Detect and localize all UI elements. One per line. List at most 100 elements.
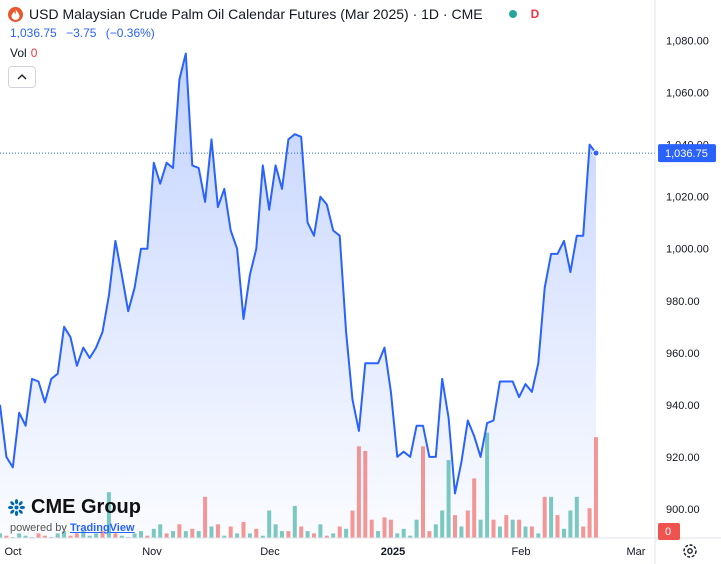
volume-bar: [574, 496, 579, 539]
volume-bar: [4, 535, 9, 538]
last-price-label-bg: [658, 144, 716, 163]
last-price: 1,036.75: [10, 26, 57, 40]
volume-bar: [62, 531, 67, 538]
volume-bar: [478, 519, 483, 538]
volume-bar: [581, 526, 586, 538]
price-values: 1,036.75 −3.75 (−0.36%): [10, 26, 539, 40]
volume-bar: [414, 519, 419, 538]
y-tick-label: 960.00: [666, 348, 700, 360]
volume-bar: [472, 478, 477, 538]
volume-bar: [23, 535, 28, 538]
title-row: USD Malaysian Crude Palm Oil Calendar Fu…: [8, 6, 539, 22]
volume-axis-label: 0: [665, 526, 671, 538]
legend: USD Malaysian Crude Palm Oil Calendar Fu…: [8, 6, 539, 88]
volume-bar: [542, 496, 547, 539]
volume-bar: [408, 535, 413, 538]
volume-bar: [228, 526, 233, 538]
logo-main: CME Group: [8, 496, 141, 519]
volume-bar: [158, 524, 163, 539]
volume-bar: [453, 515, 457, 538]
volume-bar: [299, 526, 304, 538]
volume-bar: [139, 531, 143, 538]
powered-by-label: powered by: [10, 522, 67, 534]
volume-bar: [382, 517, 387, 538]
volume-bar: [183, 531, 188, 538]
volume-bar: [440, 510, 445, 538]
volume-bar: [280, 531, 284, 538]
last-point-marker: [592, 149, 600, 157]
collapse-legend-button[interactable]: [8, 66, 36, 88]
volume-bar: [318, 524, 323, 539]
volume-bar: [587, 508, 592, 538]
volume-bar: [497, 526, 502, 538]
volume-bar: [267, 510, 272, 538]
volume-bar: [260, 535, 265, 538]
volume-bar: [562, 528, 566, 538]
gear-icon[interactable]: [682, 543, 698, 559]
volume-value: 0: [30, 46, 38, 60]
volume-bar: [209, 526, 214, 538]
volume-bar: [235, 533, 240, 538]
market-status-dot[interactable]: [508, 10, 517, 18]
volume-bar: [113, 533, 118, 538]
volume-bar: [536, 533, 541, 538]
volume-bar: [485, 432, 490, 538]
volume-bar: [555, 515, 560, 538]
price-series-line: [0, 52, 597, 495]
volume-bar: [510, 519, 515, 538]
volume-bar: [517, 519, 522, 538]
volume-bar: [36, 533, 41, 538]
powered-by: powered by TradingView: [10, 522, 141, 534]
volume-bar: [344, 528, 349, 538]
volume-bar: [421, 446, 425, 538]
volume-bar: [215, 524, 220, 539]
volume-bar: [190, 528, 195, 538]
volume-bars: [0, 432, 598, 539]
volume-bar: [433, 524, 438, 539]
volume-bar: [350, 510, 355, 538]
volume-bar: [119, 535, 124, 538]
volume-bar: [94, 533, 99, 538]
volume-bar: [273, 524, 278, 539]
tradingview-link[interactable]: TradingView: [69, 522, 135, 534]
data-status-indicator[interactable]: D: [530, 7, 540, 21]
flame-icon: [8, 6, 23, 22]
volume-bar: [17, 533, 22, 538]
cme-group-logo[interactable]: CME Group powered by TradingView: [8, 496, 141, 534]
volume-bar: [241, 522, 246, 538]
volume-bar: [401, 528, 406, 538]
volume-bar: [446, 460, 451, 538]
y-tick-label: 1,080.00: [666, 36, 709, 48]
volume-bar: [247, 533, 252, 538]
volume-bar: [594, 437, 598, 538]
volume-bar: [132, 533, 137, 538]
y-tick-label: 1,060.00: [666, 88, 709, 100]
volume-bar: [465, 510, 470, 538]
y-tick-label: 1,020.00: [666, 192, 709, 204]
y-tick-label: 980.00: [666, 296, 700, 308]
volume-bar: [55, 533, 60, 538]
y-tick-label: 920.00: [666, 452, 700, 464]
volume-bar: [81, 531, 86, 538]
price-change: −3.75: [66, 26, 97, 40]
volume-bar: [504, 515, 509, 538]
chart-title[interactable]: USD Malaysian Crude Palm Oil Calendar Fu…: [29, 6, 483, 22]
cme-globe-icon: [8, 499, 25, 516]
area-fill-layer: [0, 53, 596, 538]
volume-bar: [196, 531, 201, 538]
volume-bar: [376, 531, 381, 538]
volume-bar: [491, 519, 496, 538]
volume-label-bg: [658, 523, 680, 540]
volume-bar: [568, 510, 573, 538]
volume-bar: [312, 533, 316, 538]
volume-bar: [427, 531, 432, 538]
volume-bar: [459, 526, 464, 538]
volume-bar: [171, 531, 175, 538]
area-fill: [0, 53, 596, 538]
x-tick-label: 2025: [381, 546, 405, 558]
volume-bar: [395, 533, 400, 538]
volume-bar: [549, 496, 554, 539]
volume-bar: [388, 519, 393, 538]
